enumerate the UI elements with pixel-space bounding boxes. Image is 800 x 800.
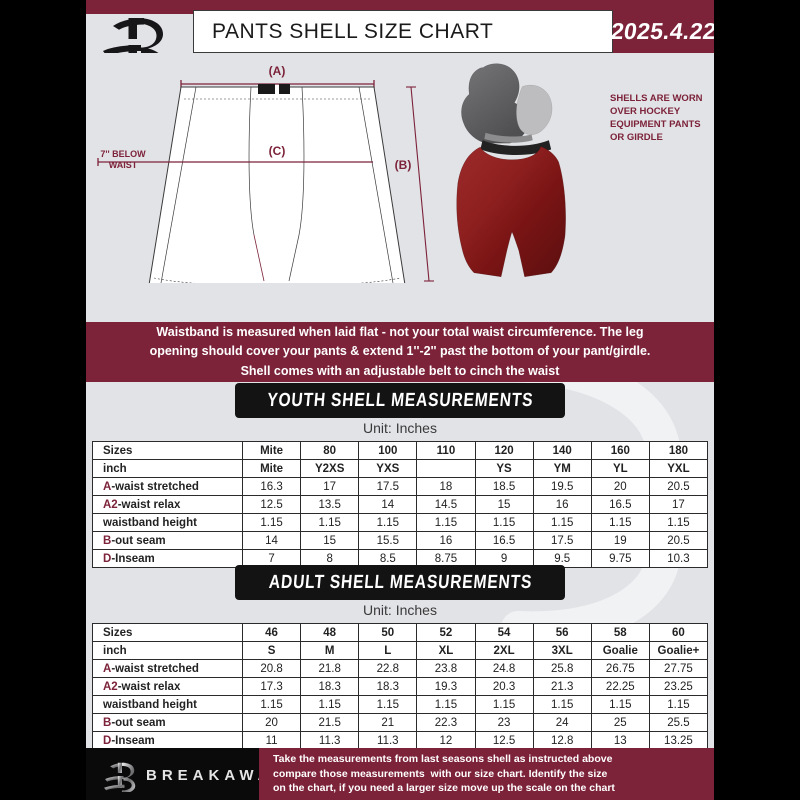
- svg-text:(A): (A): [269, 64, 286, 78]
- svg-text:SHELLS ARE WORN: SHELLS ARE WORN: [610, 93, 703, 104]
- svg-text:(B): (B): [395, 158, 412, 172]
- svg-text:WAIST: WAIST: [109, 160, 138, 170]
- svg-text:EQUIPMENT PANTS: EQUIPMENT PANTS: [610, 119, 701, 130]
- svg-text:7'' BELOW: 7'' BELOW: [100, 149, 146, 159]
- svg-text:OR GIRDLE: OR GIRDLE: [610, 132, 663, 143]
- svg-text:(D): (D): [269, 282, 285, 283]
- svg-text:OVER HOCKEY: OVER HOCKEY: [610, 106, 681, 117]
- svg-text:(C): (C): [269, 144, 286, 158]
